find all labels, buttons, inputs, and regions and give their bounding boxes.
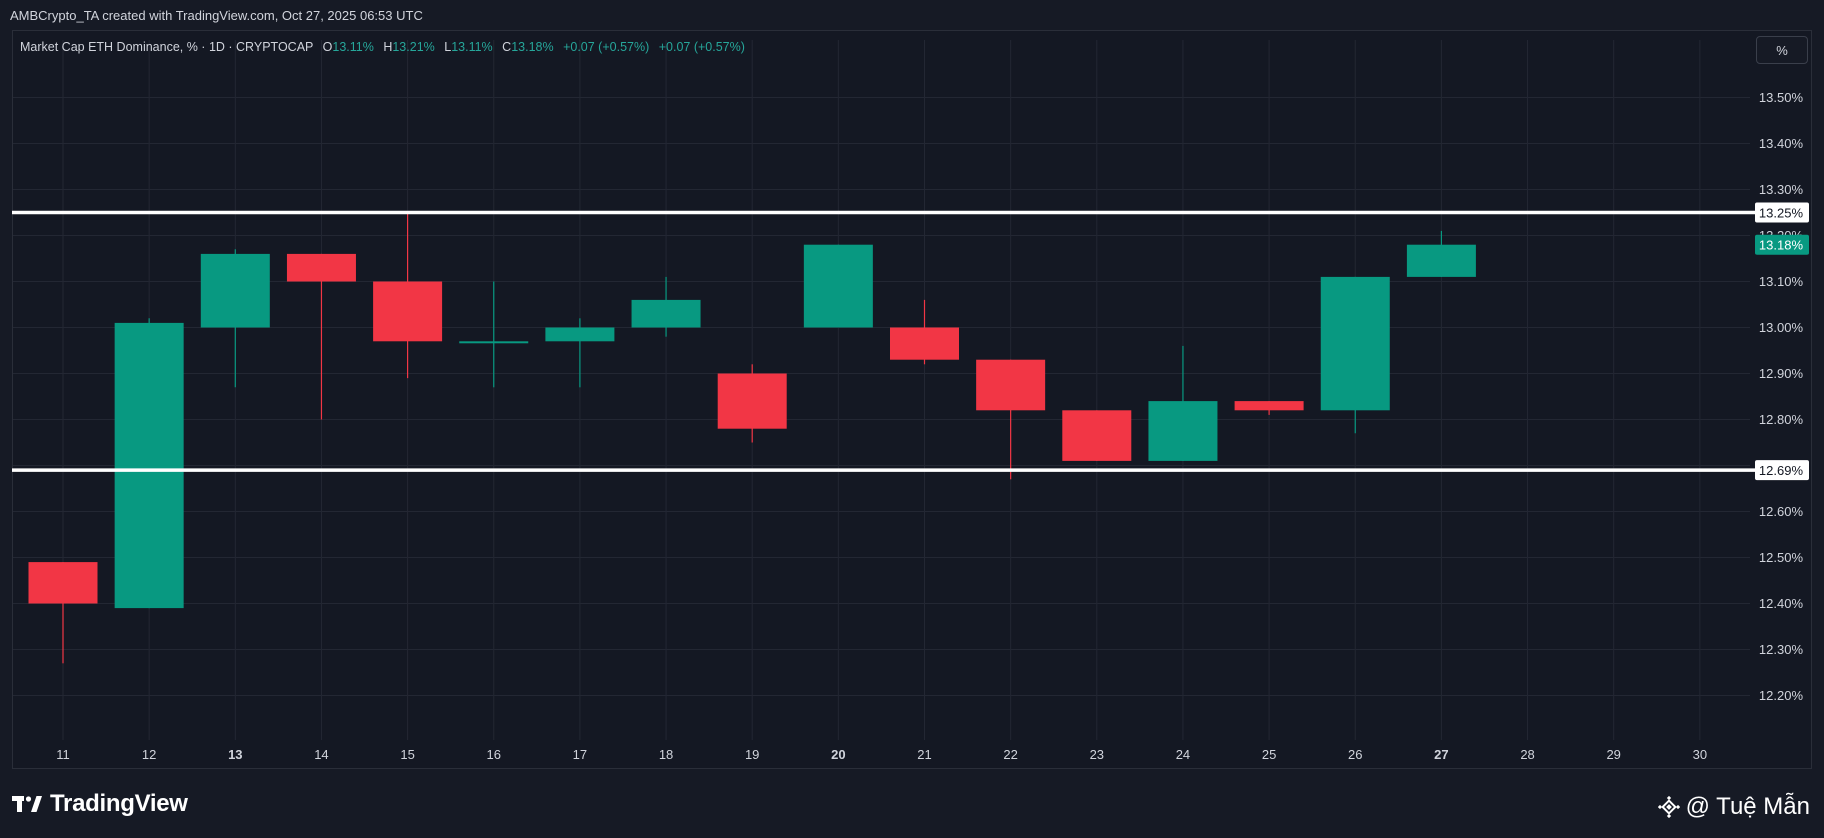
y-axis-tick-label: 12.50% <box>1759 550 1804 565</box>
candle-body <box>373 281 443 342</box>
x-axis-tick-label: 25 <box>1262 747 1276 762</box>
close-label: C <box>502 40 512 54</box>
candle-body <box>717 373 787 429</box>
percent-scale-button[interactable]: % <box>1756 36 1808 64</box>
y-axis-tick-label: 12.30% <box>1759 642 1804 657</box>
chart-author-caption: AMBCrypto_TA created with TradingView.co… <box>10 8 423 23</box>
x-axis-tick-label: 19 <box>745 747 759 762</box>
y-axis-tick-label: 12.60% <box>1759 504 1804 519</box>
y-axis-tick-label: 12.80% <box>1759 412 1804 427</box>
candle-body <box>1320 276 1390 411</box>
x-axis-tick-label: 16 <box>487 747 501 762</box>
open-value: 13.11% <box>332 40 374 54</box>
change-value: +0.07 (+0.57%) <box>563 40 650 54</box>
candle-body <box>1406 244 1476 277</box>
x-axis-tick-label: 24 <box>1176 747 1190 762</box>
candle-body <box>1148 401 1218 461</box>
author-credit: @ Tuệ Mẫn <box>1657 793 1810 821</box>
y-axis-tick-label: 13.50% <box>1759 90 1804 105</box>
x-axis-tick-label: 28 <box>1520 747 1534 762</box>
tradingview-logo-icon <box>12 796 42 812</box>
x-axis-tick-label: 15 <box>400 747 414 762</box>
x-axis-tick-label: 12 <box>142 747 156 762</box>
open-label: O <box>322 40 333 54</box>
level-price-label: 12.69% <box>1759 463 1804 478</box>
y-axis-tick-label: 13.00% <box>1759 320 1804 335</box>
chart-pane[interactable] <box>12 30 1812 769</box>
x-axis-tick-label: 11 <box>56 747 70 762</box>
candle-body <box>286 253 356 282</box>
tradingview-logo: TradingView <box>12 790 188 818</box>
level-price-tag <box>1755 202 1809 223</box>
symbol-title[interactable]: Market Cap ETH Dominance, % · 1D · CRYPT… <box>20 40 314 54</box>
y-axis-tick-label: 12.20% <box>1759 688 1804 703</box>
low-label: L <box>444 40 452 54</box>
x-axis-tick-label: 13 <box>228 747 242 762</box>
y-axis-tick-label: 12.40% <box>1759 596 1804 611</box>
y-axis-tick-label: 13.30% <box>1759 182 1804 197</box>
x-axis-tick-label: 20 <box>831 747 845 762</box>
diamond-logo-icon <box>1657 796 1680 818</box>
high-label: H <box>383 40 393 54</box>
candle-body <box>114 322 184 609</box>
last-price-label: 13.18% <box>1759 238 1804 253</box>
candle-body <box>631 299 701 328</box>
series-legend: Market Cap ETH Dominance, % · 1D · CRYPT… <box>20 40 751 54</box>
candle-body <box>28 562 98 604</box>
close-value: 13.18% <box>511 40 554 54</box>
x-axis-tick-label: 27 <box>1434 747 1448 762</box>
last-price-tag <box>1755 234 1809 255</box>
y-axis-tick-label: 13.10% <box>1759 274 1804 289</box>
high-value: 13.21% <box>392 40 435 54</box>
level-price-tag <box>1755 460 1809 481</box>
x-axis-tick-label: 22 <box>1003 747 1017 762</box>
x-axis-tick-label: 17 <box>573 747 587 762</box>
y-axis-tick-label: 12.90% <box>1759 366 1804 381</box>
x-axis-tick-label: 21 <box>917 747 931 762</box>
candle-body <box>803 244 873 328</box>
candle-body <box>200 253 270 328</box>
candle-body <box>890 327 959 360</box>
low-value: 13.11% <box>451 40 493 54</box>
level-price-label: 13.25% <box>1759 206 1804 221</box>
candle-body <box>459 341 529 344</box>
candle-body <box>1234 401 1304 411</box>
x-axis-tick-label: 18 <box>659 747 673 762</box>
x-axis-tick-label: 29 <box>1606 747 1620 762</box>
candle-body <box>545 327 615 342</box>
x-axis-tick-label: 23 <box>1090 747 1104 762</box>
change-value-2: +0.07 (+0.57%) <box>658 40 745 54</box>
candle-body <box>1062 410 1132 461</box>
credit-text: @ Tuệ Mẫn <box>1685 793 1810 820</box>
candle-body <box>976 359 1046 411</box>
tradingview-logo-text: TradingView <box>50 790 188 817</box>
x-axis-tick-label: 14 <box>314 747 328 762</box>
x-axis-tick-label: 26 <box>1348 747 1362 762</box>
x-axis-tick-label: 30 <box>1693 747 1707 762</box>
y-axis-tick-label: 13.40% <box>1759 136 1804 151</box>
